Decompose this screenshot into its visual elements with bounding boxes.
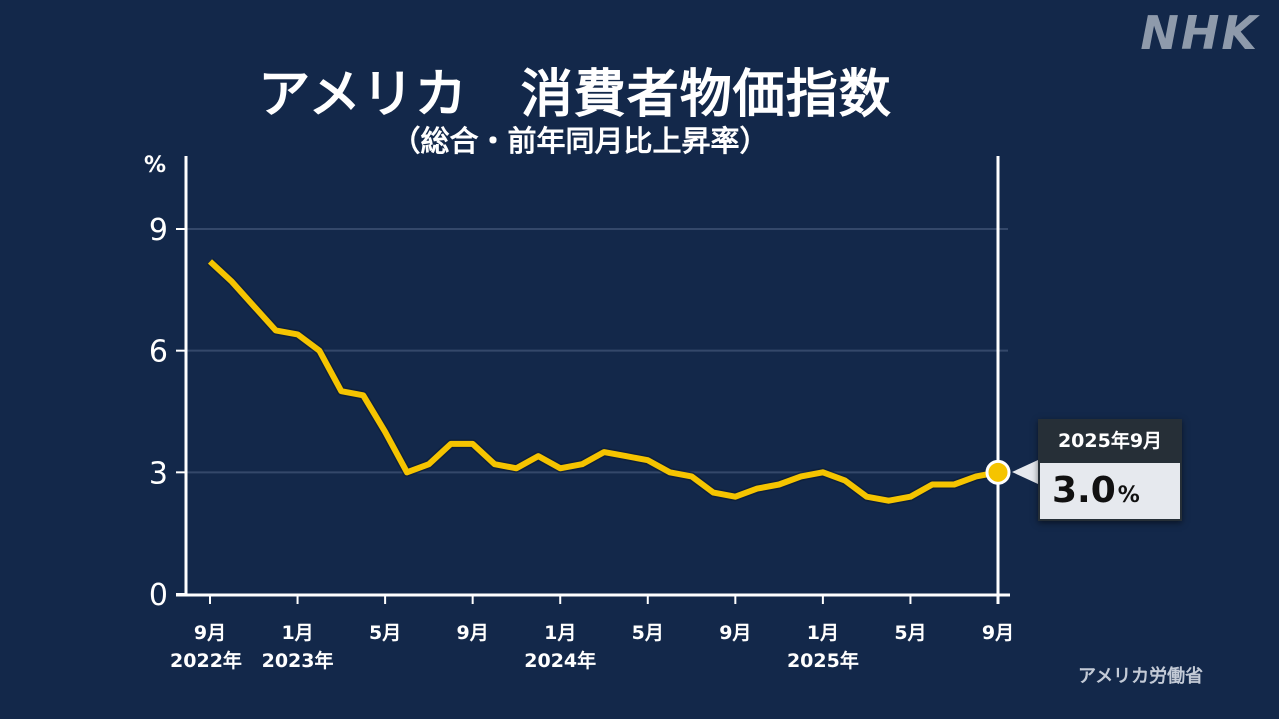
- x-tick-month-label: 5月: [894, 622, 926, 644]
- tooltip-unit: %: [1117, 483, 1140, 508]
- tooltip-date: 2025年9月: [1038, 419, 1182, 463]
- data-source: アメリカ労働省: [1078, 666, 1204, 687]
- x-tick-month-label: 1月: [281, 622, 313, 644]
- tooltip-pointer: [1012, 460, 1038, 484]
- tooltip-body: 3.0%: [1038, 463, 1182, 521]
- chart-title: アメリカ 消費者物価指数: [258, 65, 892, 125]
- x-tick-year-label: 2024年: [524, 649, 596, 672]
- x-tick-month-label: 9月: [982, 622, 1014, 644]
- y-tick-label: 0: [149, 578, 168, 613]
- latest-point-marker: [985, 459, 1011, 485]
- y-axis-unit: %: [144, 153, 166, 178]
- chart-subtitle: （総合・前年同月比上昇率）: [391, 124, 769, 158]
- x-tick-year-label: 2023年: [262, 649, 334, 672]
- x-tick-month-label: 9月: [457, 622, 489, 644]
- y-tick-label: 6: [149, 335, 168, 370]
- x-tick-month-label: 5月: [369, 622, 401, 644]
- x-tick-year-label: 2025年: [787, 649, 859, 672]
- tooltip-value: 3.0: [1052, 470, 1116, 511]
- cpi-line: [207, 259, 999, 504]
- x-tick-year-label: 2022年: [170, 649, 242, 672]
- y-tick-label: 9: [149, 213, 168, 248]
- x-tick-month-label: 9月: [719, 622, 751, 644]
- nhk-logo: NHK: [1140, 6, 1259, 60]
- y-tick-label: 3: [149, 456, 168, 491]
- line-shadow: [206, 258, 999, 506]
- x-tick-month-label: 5月: [632, 622, 664, 644]
- latest-value-tooltip: 2025年9月 3.0%: [1038, 419, 1182, 521]
- x-tick-month-label: 1月: [544, 622, 576, 644]
- x-tick-month-label: 1月: [807, 622, 839, 644]
- x-tick-month-label: 9月: [194, 622, 226, 644]
